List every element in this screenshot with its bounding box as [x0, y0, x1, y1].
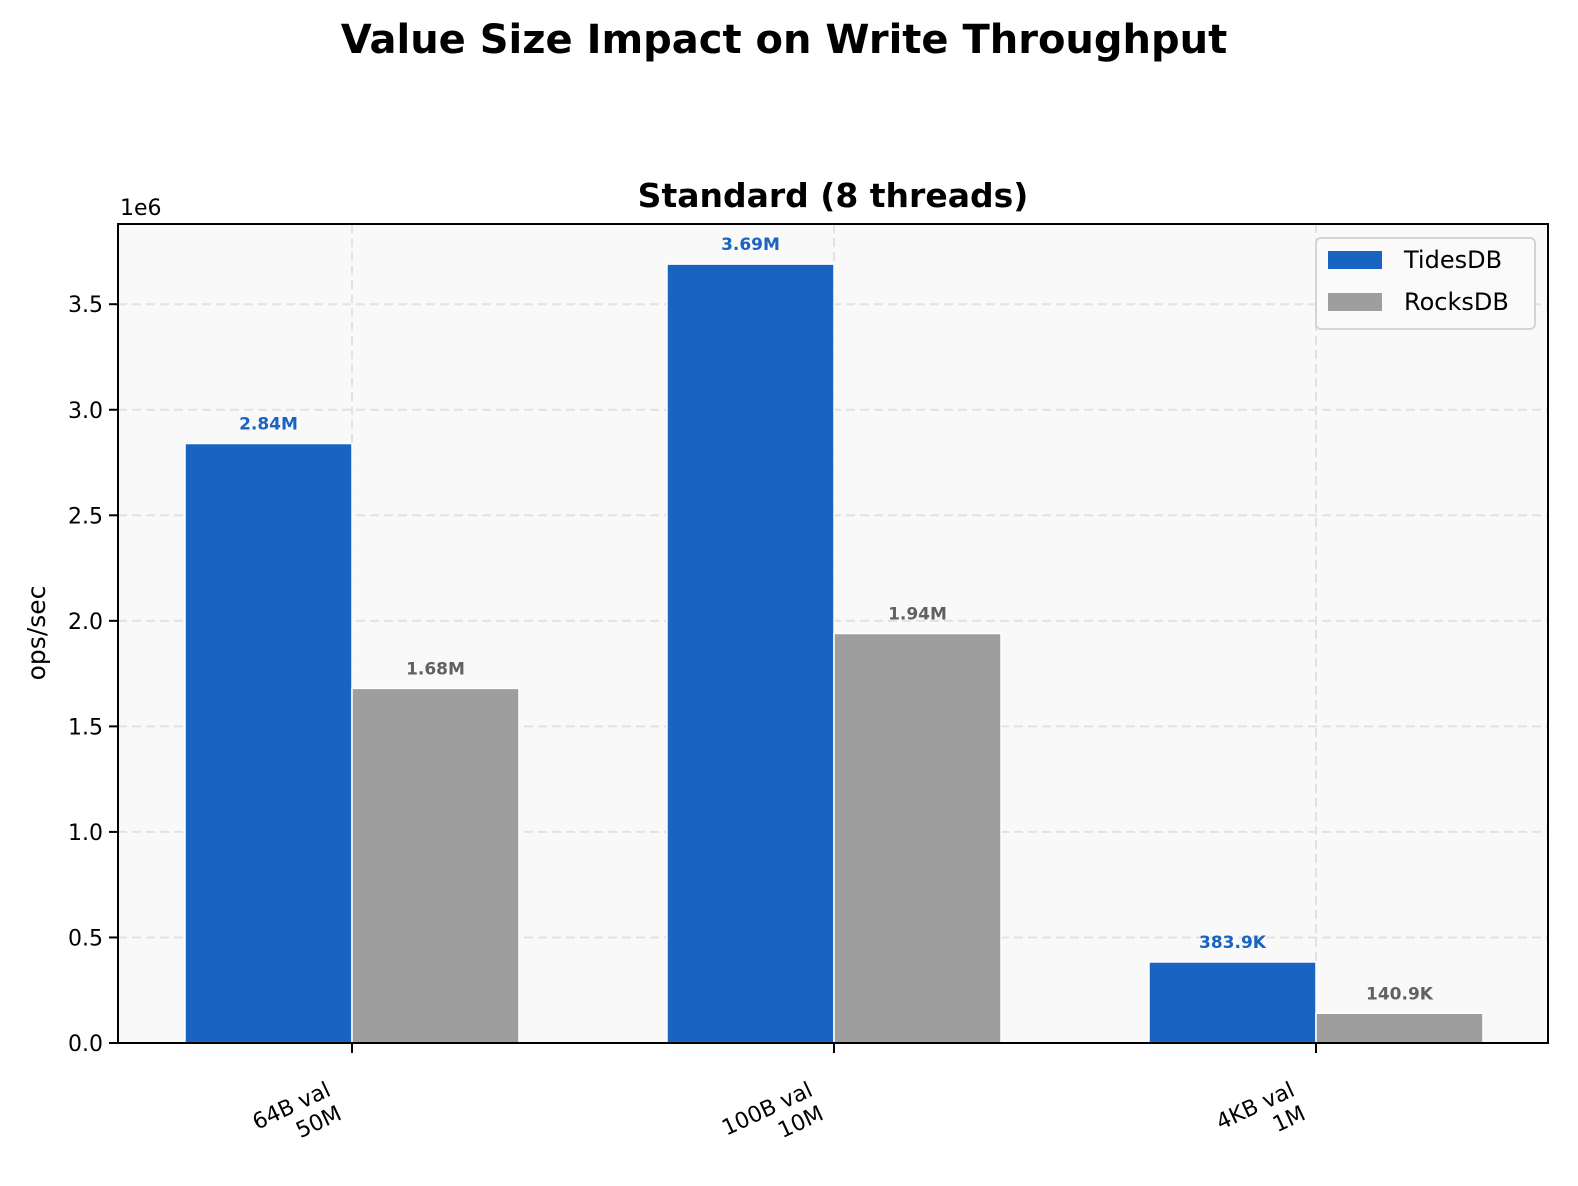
y-tick-label: 1.0 — [68, 821, 103, 846]
y-tick-label: 3.5 — [68, 293, 103, 318]
legend-swatch — [1328, 251, 1382, 269]
figure-title: Value Size Impact on Write Throughput — [341, 17, 1228, 63]
bar — [1315, 1012, 1484, 1044]
bar — [666, 263, 835, 1044]
bar — [1148, 961, 1317, 1044]
legend-label: TidesDB — [1403, 246, 1502, 274]
y-tick-label: 2.5 — [68, 504, 103, 529]
y-tick-label: 3.0 — [68, 399, 103, 424]
legend: TidesDB RocksDB — [1315, 237, 1536, 330]
legend-label: RocksDB — [1404, 288, 1509, 316]
legend-swatch — [1328, 293, 1382, 311]
bar — [351, 687, 520, 1044]
x-tick-label: 64B val50M — [249, 1078, 346, 1159]
y-axis-label: ops/sec — [22, 586, 51, 681]
chart-title: Standard (8 threads) — [638, 176, 1029, 215]
y-offset-label: 1e6 — [120, 196, 162, 221]
bar-value-label: 1.94M — [888, 605, 947, 625]
series-rocksdb: 1.68M 1.94M 140.9K — [351, 605, 1484, 1044]
y-tick-label: 1.5 — [68, 715, 103, 740]
x-tick-label: 100B val10M — [718, 1078, 827, 1165]
bar-value-label: 3.69M — [721, 235, 780, 255]
bar — [184, 442, 353, 1044]
bar-value-label: 383.9K — [1199, 933, 1267, 953]
y-tick-label: 2.0 — [68, 610, 103, 635]
bar-value-label: 2.84M — [239, 415, 298, 435]
bar-value-label: 140.9K — [1366, 984, 1434, 1004]
y-tick-label: 0.5 — [68, 926, 103, 951]
bar-value-label: 1.68M — [406, 659, 465, 679]
x-tick-label: 4KB val1M — [1213, 1078, 1310, 1159]
series-tidesdb: 2.84M 3.69M 383.9K — [184, 235, 1317, 1044]
y-tick-label: 0.0 — [68, 1032, 103, 1057]
bar — [833, 632, 1002, 1044]
